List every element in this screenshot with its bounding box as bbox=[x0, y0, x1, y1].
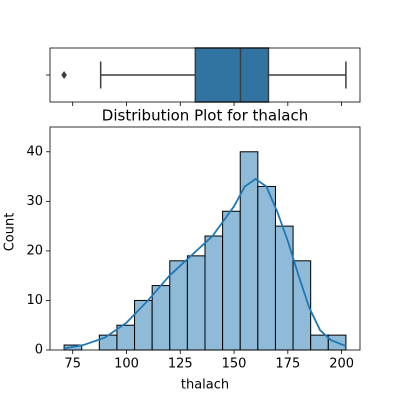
y-tick-label: 10 bbox=[26, 293, 43, 308]
histogram-bar bbox=[116, 324, 136, 351]
y-tick-label: 40 bbox=[26, 144, 43, 159]
x-tick-label: 200 bbox=[329, 357, 354, 372]
x-tick-label: 175 bbox=[275, 357, 300, 372]
histogram-bar bbox=[310, 334, 329, 351]
histogram-bar bbox=[257, 185, 276, 351]
axes-frame bbox=[49, 47, 361, 103]
outlier bbox=[61, 71, 67, 79]
histogram-bar bbox=[204, 235, 224, 351]
y-tick-label: 0 bbox=[35, 343, 43, 358]
histogram-bar bbox=[151, 285, 171, 351]
box bbox=[194, 47, 270, 103]
axes-frame bbox=[49, 126, 361, 351]
x-tick-label: 150 bbox=[222, 357, 247, 372]
y-tick-label: 20 bbox=[26, 243, 43, 258]
y-tick-label: 30 bbox=[26, 194, 43, 209]
histogram-bar bbox=[98, 334, 118, 351]
histogram-bar bbox=[222, 210, 241, 351]
x-tick-label: 100 bbox=[114, 357, 139, 372]
y-axis-label: Count bbox=[3, 213, 18, 252]
chart-title: Distribution Plot for thalach bbox=[102, 107, 308, 125]
x-axis-label: thalach bbox=[181, 378, 229, 393]
histogram-bar bbox=[274, 225, 294, 351]
kde-line bbox=[63, 177, 347, 350]
histogram-bar bbox=[186, 255, 206, 351]
histogram-bar bbox=[134, 299, 153, 351]
x-tick-label: 125 bbox=[168, 357, 193, 372]
x-tick-label: 75 bbox=[64, 357, 81, 372]
histogram-bar bbox=[239, 151, 259, 351]
